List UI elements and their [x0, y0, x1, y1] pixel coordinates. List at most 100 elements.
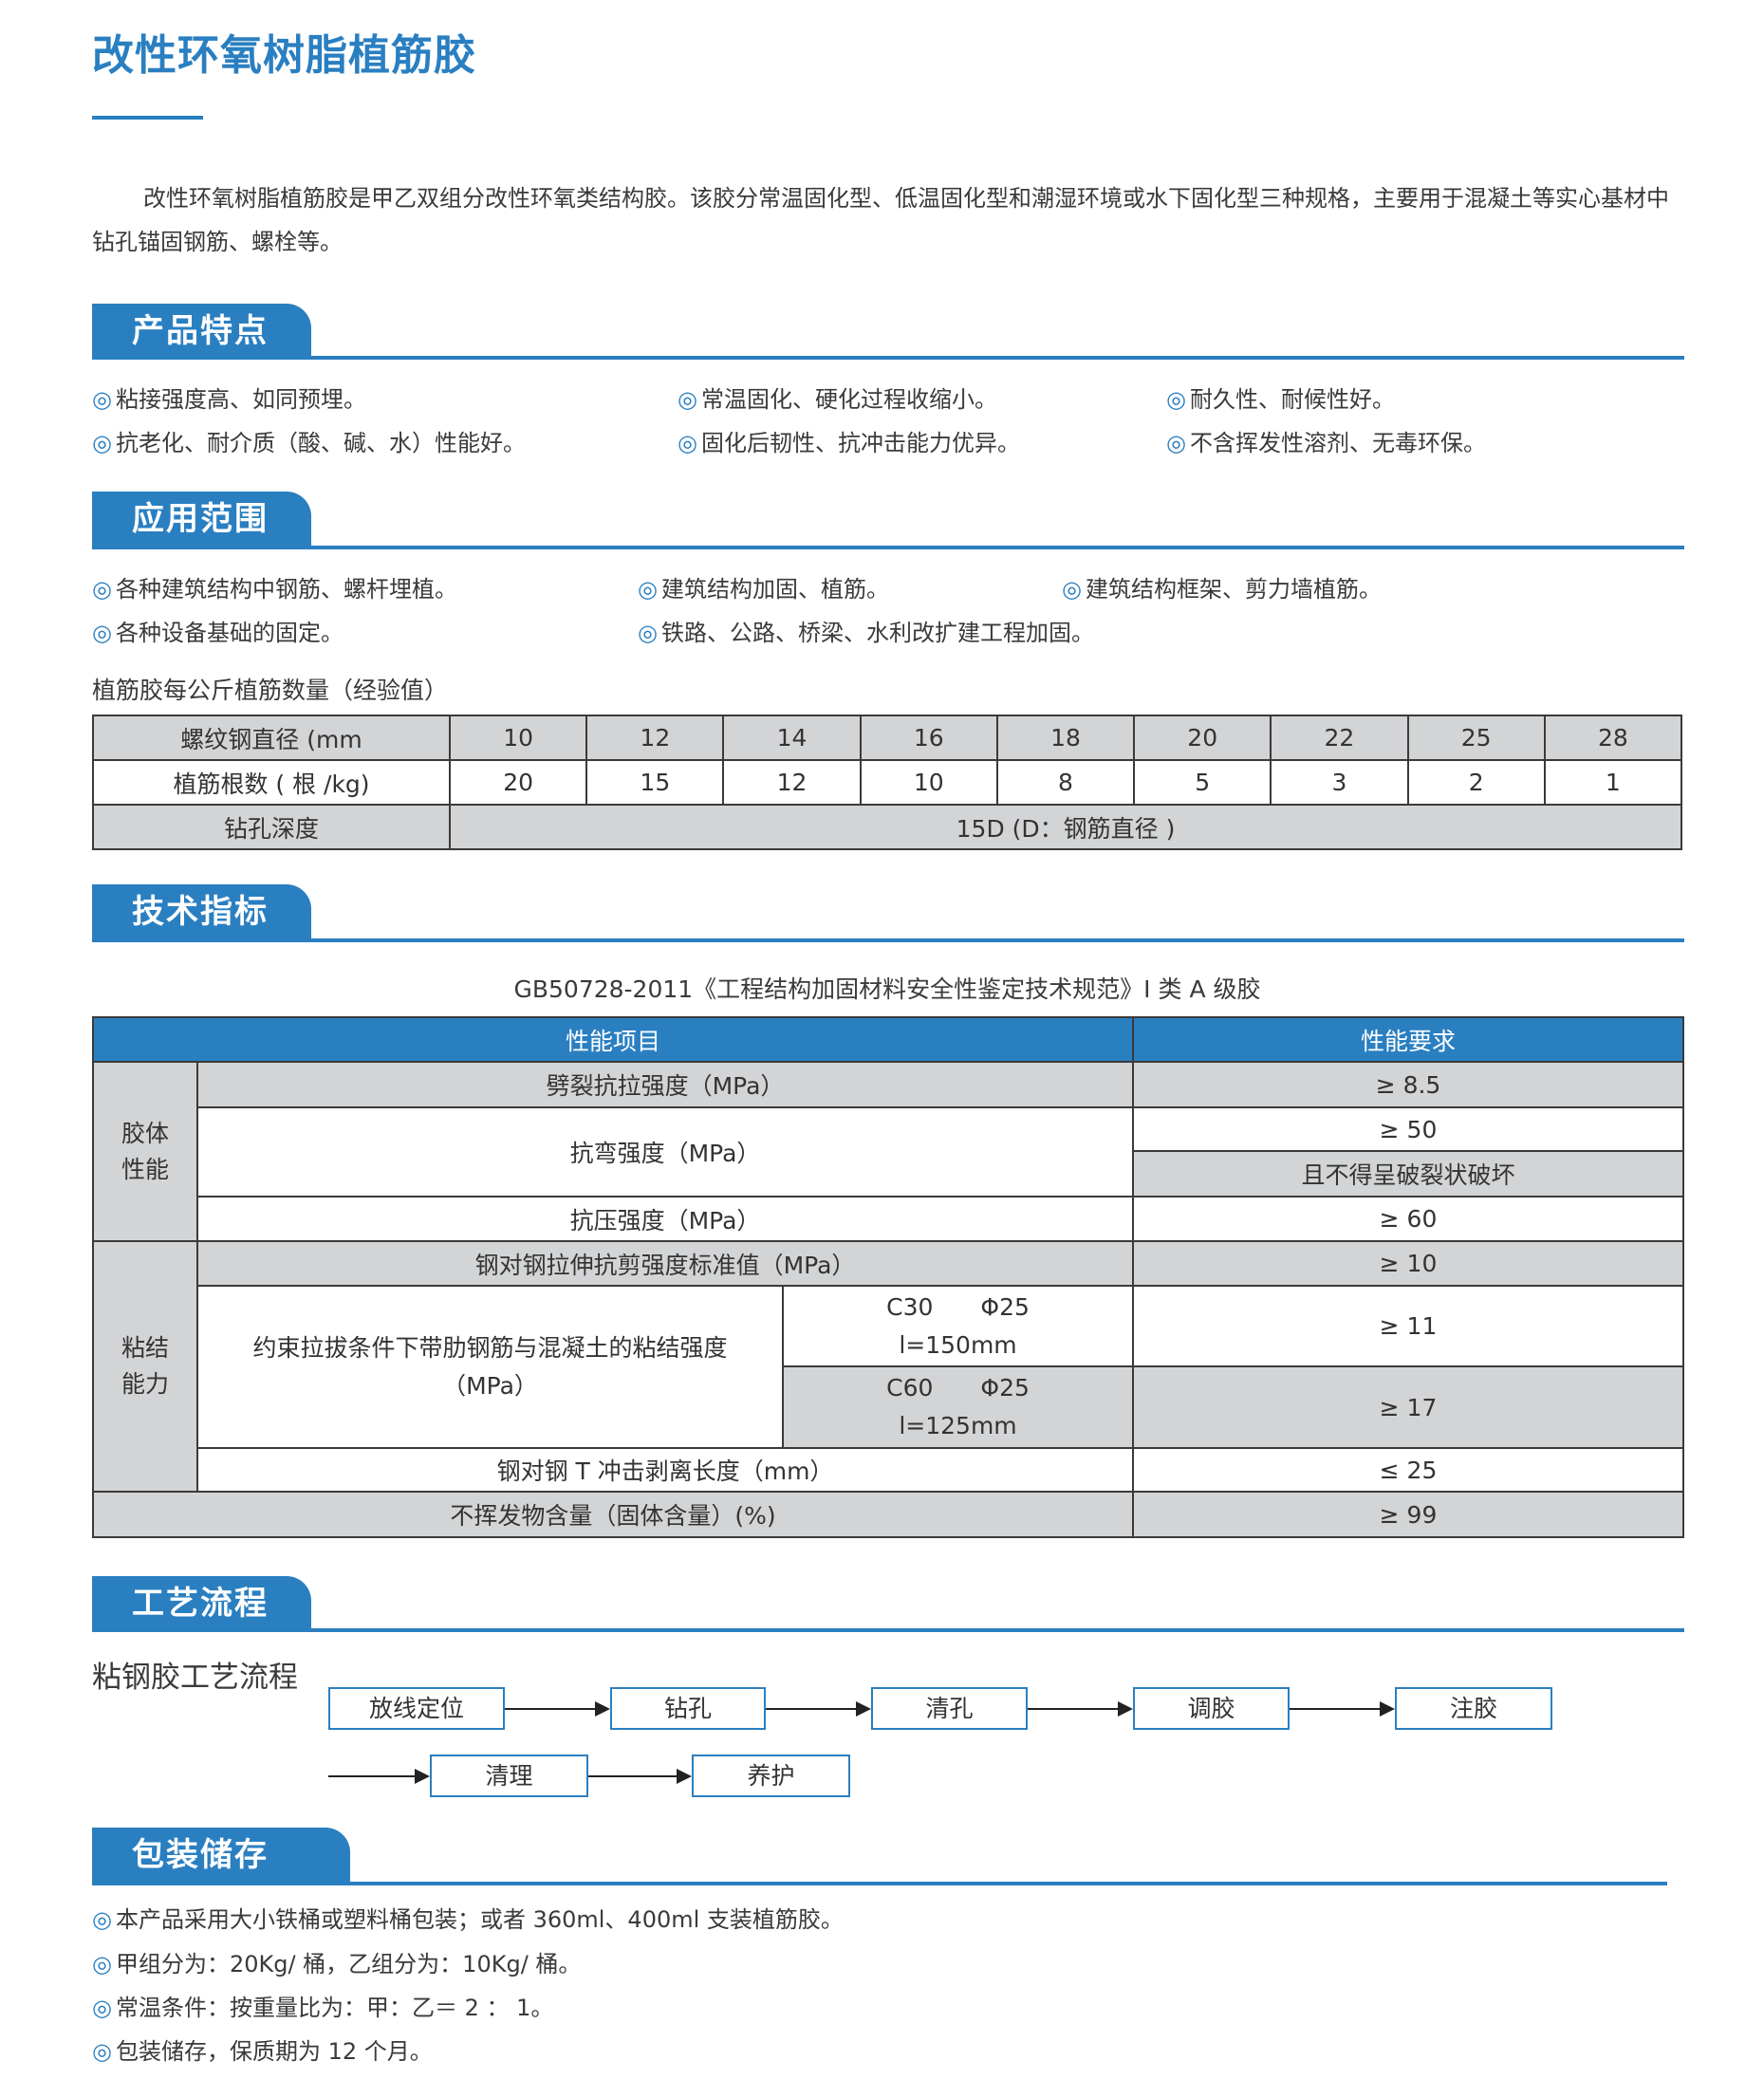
- table-row: 胶体 性能 劈裂抗拉强度（MPa） ≥ 8.5: [92, 1061, 1685, 1242]
- bullet-icon: ◎: [92, 430, 112, 456]
- diameter-cell: 16: [859, 715, 998, 761]
- packaging-item: ◎ 甲组分为：20Kg/ 桶，乙组分为：10Kg/ 桶。: [92, 1945, 581, 1978]
- application-item: ◎ 各种设备基础的固定。: [92, 614, 344, 647]
- header-item: 性能项目: [91, 1016, 1135, 1063]
- arrow-right-icon: [1290, 1701, 1395, 1717]
- packaging-item: ◎ 常温条件：按重量比为：甲：乙＝ 2 ： 1。: [92, 1989, 553, 2022]
- packaging-text: 常温条件：按重量比为：甲：乙＝ 2 ： 1。: [115, 1995, 554, 2021]
- feature-text: 粘接强度高、如同预埋。: [115, 386, 366, 413]
- rebar-quantity-table: 螺纹钢直径 (mm 10 12 14 16 18 20 22 25 28 植筋根数 ( 根 /k…: [92, 715, 1683, 850]
- item-cell: 劈裂抗拉强度（MPa）: [195, 1061, 1135, 1108]
- application-text: 各种设备基础的固定。: [115, 620, 344, 646]
- table-row: 抗弯强度（MPa） ≥ 50: [93, 1106, 1685, 1198]
- arrow-right-icon: [505, 1701, 610, 1717]
- item-cell: 不挥发物含量（固体含量）(%): [91, 1491, 1135, 1538]
- section-heading-process: 工艺流程: [92, 1576, 311, 1631]
- condition-length: l=125mm: [899, 1412, 1017, 1439]
- header-requirement: 性能要求: [1132, 1016, 1685, 1063]
- row-label: 钻孔深度: [92, 804, 451, 850]
- diameter-cell: 28: [1543, 715, 1683, 761]
- table-row: 不挥发物含量（固体含量）(%) ≥ 99: [91, 1491, 1685, 1538]
- application-text: 建筑结构加固、植筋。: [660, 576, 889, 603]
- process-step: 清孔: [871, 1687, 1028, 1730]
- requirement-cell: ≤ 25: [1132, 1447, 1685, 1493]
- section-heading-specs: 技术指标: [92, 884, 311, 939]
- feature-item: ◎ 固化后韧性、抗冲击能力优异。: [678, 424, 1020, 457]
- bullet-icon: ◎: [92, 1951, 112, 1977]
- item-cell: 钢对钢 T 冲击剥离长度（mm）: [195, 1447, 1135, 1493]
- item-cell: 抗压强度（MPa）: [195, 1196, 1135, 1242]
- diameter-cell: 14: [722, 715, 862, 761]
- bullet-icon: ◎: [1166, 386, 1186, 413]
- diameter-cell: 12: [585, 715, 725, 761]
- process-step: 调胶: [1133, 1687, 1290, 1730]
- arrow-right-icon: [1028, 1701, 1133, 1717]
- process-step: 注胶: [1395, 1687, 1552, 1730]
- count-cell: 8: [995, 759, 1136, 806]
- application-item: ◎ 铁路、公路、桥梁、水利改扩建工程加固。: [638, 614, 1094, 647]
- count-cell: 20: [448, 759, 588, 806]
- count-cell: 5: [1133, 759, 1272, 806]
- section-divider: [92, 356, 1684, 360]
- bullet-icon: ◎: [678, 386, 697, 413]
- packaging-text: 包装储存，保质期为 12 个月。: [115, 2038, 433, 2065]
- feature-item: ◎ 粘接强度高、如同预埋。: [92, 381, 366, 414]
- row-label: 植筋根数 ( 根 /kg): [92, 759, 451, 806]
- diameter-cell: 18: [995, 715, 1136, 761]
- section-heading-features: 产品特点: [92, 304, 311, 359]
- packaging-text: 甲组分为：20Kg/ 桶，乙组分为：10Kg/ 桶。: [115, 1951, 582, 1977]
- feature-item: ◎ 耐久性、耐候性好。: [1166, 381, 1395, 414]
- bullet-icon: ◎: [638, 576, 658, 603]
- count-cell: 1: [1543, 759, 1683, 806]
- arrow-right-icon: [766, 1701, 871, 1717]
- feature-text: 抗老化、耐介质（酸、碱、水）性能好。: [115, 430, 526, 456]
- count-cell: 12: [722, 759, 862, 806]
- drill-depth: 15D (D：钢筋直径 ): [449, 804, 1682, 850]
- section-divider: [92, 546, 1684, 549]
- packaging-item: ◎ 包装储存，保质期为 12 个月。: [92, 2033, 433, 2066]
- table-row: 粘结 能力 钢对钢拉伸抗剪强度标准值（MPa） ≥ 10: [92, 1240, 1685, 1493]
- feature-text: 不含挥发性溶剂、无毒环保。: [1189, 430, 1486, 456]
- table-row: 抗压强度（MPa） ≥ 60: [93, 1196, 1685, 1242]
- condition-cell: C60 Φ25 l=125mm: [781, 1365, 1135, 1449]
- section-heading-packaging: 包装储存: [92, 1828, 350, 1883]
- bullet-icon: ◎: [92, 620, 112, 646]
- table-row: 钢对钢 T 冲击剥离长度（mm） ≤ 25: [93, 1447, 1685, 1493]
- specs-table: 性能项目 性能要求 胶体 性能 劈裂抗拉强度（MPa） ≥ 8.5 抗弯强度（MP…: [91, 1016, 1685, 1538]
- arrow-right-icon: [328, 1769, 430, 1784]
- packaging-item: ◎ 本产品采用大小铁桶或塑料桶包装；或者 360ml、400ml 支装植筋胶。: [92, 1901, 844, 1934]
- count-cell: 10: [859, 759, 998, 806]
- application-item: ◎ 建筑结构框架、剪力墙植筋。: [1062, 570, 1382, 603]
- item-cell: 钢对钢拉伸抗剪强度标准值（MPa）: [195, 1240, 1135, 1287]
- bullet-icon: ◎: [92, 386, 112, 413]
- feature-item: ◎ 抗老化、耐介质（酸、碱、水）性能好。: [92, 424, 526, 457]
- feature-text: 耐久性、耐候性好。: [1189, 386, 1395, 413]
- requirement-cell: ≥ 99: [1132, 1491, 1685, 1538]
- bullet-icon: ◎: [1166, 430, 1186, 456]
- application-item: ◎ 各种建筑结构中钢筋、螺杆埋植。: [92, 570, 457, 603]
- process-subtitle: 粘钢胶工艺流程: [92, 1661, 298, 1695]
- table-row: C60 Φ25 l=125mm ≥ 17: [93, 1365, 1685, 1449]
- bullet-icon: ◎: [92, 1906, 112, 1933]
- group-label: 胶体 性能: [92, 1061, 198, 1242]
- section-divider: [92, 1628, 1684, 1632]
- application-item: ◎ 建筑结构加固、植筋。: [638, 570, 889, 603]
- application-text: 建筑结构框架、剪力墙植筋。: [1085, 576, 1382, 603]
- requirement-cell: 且不得呈破裂状破坏: [1132, 1150, 1685, 1198]
- diameter-cell: 10: [448, 715, 588, 761]
- requirement-cell: ≥ 11: [1132, 1285, 1685, 1367]
- requirement-cell: ≥ 10: [1132, 1240, 1685, 1287]
- arrow-right-icon: [588, 1769, 692, 1784]
- diameter-cell: 20: [1133, 715, 1272, 761]
- bullet-icon: ◎: [1062, 576, 1082, 603]
- item-cell: 抗弯强度（MPa）: [195, 1106, 1135, 1198]
- intro-paragraph: 改性环氧树脂植筋胶是甲乙双组分改性环氧类结构胶。该胶分常温固化型、低温固化型和潮…: [92, 185, 1669, 255]
- process-step: 养护: [692, 1755, 850, 1797]
- table-header: 性能项目 性能要求: [91, 1016, 1685, 1063]
- page-title: 改性环氧树脂植筋胶: [92, 31, 476, 80]
- condition-cell: C30 Φ25 l=150mm: [781, 1285, 1135, 1367]
- packaging-text: 本产品采用大小铁桶或塑料桶包装；或者 360ml、400ml 支装植筋胶。: [115, 1906, 844, 1933]
- process-step: 钻孔: [610, 1687, 766, 1730]
- rebar-table-caption: 植筋胶每公斤植筋数量（经验值）: [92, 677, 449, 704]
- diameter-cell: 25: [1406, 715, 1546, 761]
